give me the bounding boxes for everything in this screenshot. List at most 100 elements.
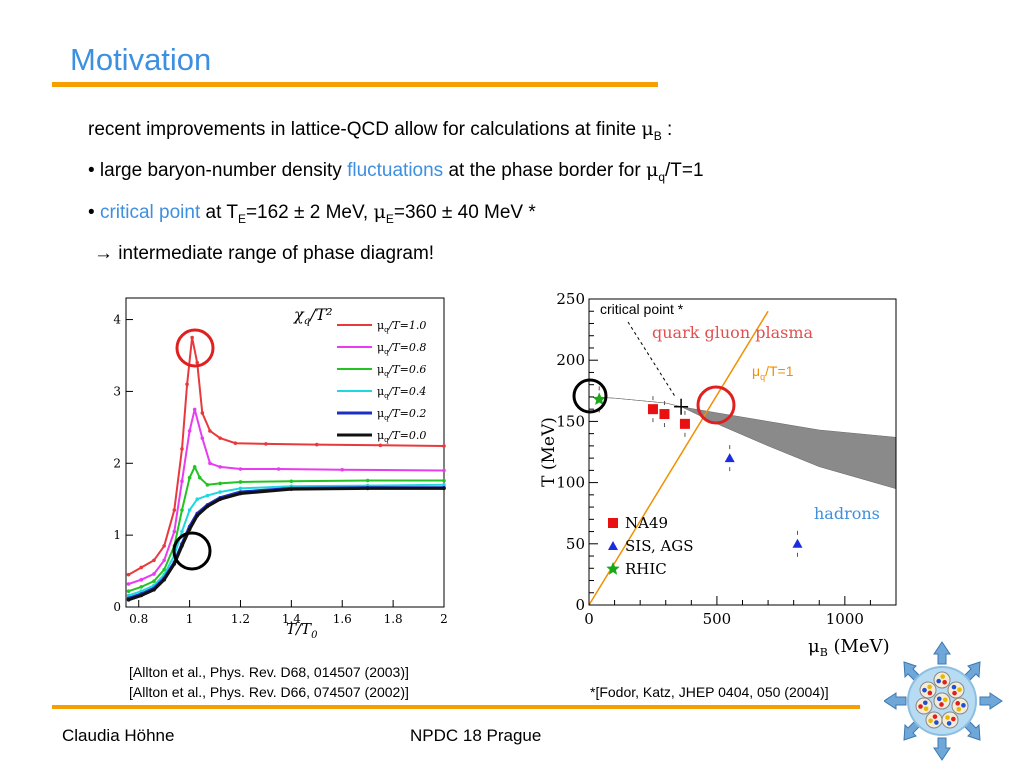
data-point <box>126 582 131 586</box>
y-tick-label: 0 <box>575 596 585 614</box>
data-point <box>442 486 446 491</box>
data-point <box>172 529 177 534</box>
legend-label: μq/T=0.4 <box>377 385 426 400</box>
quark-dot <box>957 687 962 693</box>
y-tick-label: 150 <box>556 412 585 430</box>
data-point <box>185 382 189 387</box>
footer-author: Claudia Höhne <box>62 726 175 745</box>
x-tick-label: 0 <box>584 610 594 628</box>
quark-dot <box>951 684 957 690</box>
y-tick-label: 250 <box>556 290 585 308</box>
data-point <box>592 392 606 405</box>
citation-allton-2002: [Allton et al., Phys. Rev. D66, 074507 (… <box>129 684 409 700</box>
highlight-fluctuations: fluctuations <box>347 160 444 181</box>
x-tick-label: 1 <box>186 612 194 626</box>
mu-symbol: μ <box>641 118 654 140</box>
data-point <box>442 478 446 483</box>
data-point <box>218 465 222 469</box>
x-tick-label: 1.8 <box>384 612 403 626</box>
x-tick-label: 1.6 <box>333 612 352 626</box>
data-point <box>195 513 200 518</box>
series-line <box>128 486 444 602</box>
data-point <box>264 442 268 446</box>
hadrons-region-label: hadrons <box>814 504 880 523</box>
data-point <box>162 577 166 582</box>
quark-dot <box>951 716 956 722</box>
y-tick-label: 200 <box>556 351 585 369</box>
data-point <box>126 598 131 602</box>
data-point <box>218 497 222 502</box>
legend-label: μq/T=0.6 <box>377 363 426 378</box>
data-point <box>187 429 192 433</box>
quark-dot <box>952 690 957 696</box>
mu-symbol: μ <box>373 201 386 223</box>
bullet-critical-point: • critical point at TE=162 ± 2 MeV, μE=3… <box>88 201 536 226</box>
highlight-circle-red <box>696 385 736 425</box>
y-tick-label: 1 <box>113 528 121 542</box>
bullet-text: =360 ± 40 MeV * <box>393 202 536 223</box>
legend-label: RHIC <box>625 560 667 578</box>
highlight-circle-black <box>172 531 212 571</box>
data-point <box>238 480 243 484</box>
data-point <box>139 593 144 598</box>
data-point <box>205 504 210 509</box>
data-point <box>218 490 222 494</box>
data-point <box>724 453 735 463</box>
quark-dot <box>940 674 946 679</box>
citation-allton-2003: [Allton et al., Phys. Rev. D68, 014507 (… <box>129 664 409 680</box>
data-point <box>238 486 243 491</box>
quark-dot <box>934 720 939 725</box>
quark-dot <box>923 700 928 706</box>
nucleus-logo <box>884 641 1003 761</box>
data-point <box>218 436 222 440</box>
quark-dot <box>918 704 923 709</box>
bullet-text: /T=1 <box>665 160 704 181</box>
x-tick-label: 500 <box>703 610 732 628</box>
data-point <box>289 487 294 491</box>
data-point <box>180 479 184 484</box>
mu-subscript: B <box>653 128 662 143</box>
x-tick-label: 1000 <box>826 610 864 628</box>
data-point <box>162 558 166 563</box>
data-point <box>442 483 446 487</box>
x-tick-label: 1.4 <box>282 612 301 626</box>
y-tick-label: 3 <box>113 384 121 398</box>
data-point <box>126 572 131 577</box>
y-axis-label: T (MeV) <box>539 417 559 487</box>
data-point <box>276 467 281 471</box>
bullet-text: =162 ± 2 MeV, <box>245 202 374 223</box>
intro-line: recent improvements in lattice-QCD allow… <box>88 118 672 143</box>
quark-dot <box>946 721 952 726</box>
data-point <box>197 475 202 480</box>
data-point <box>365 478 370 483</box>
quark-dot <box>927 690 933 696</box>
legend-marker <box>608 541 618 550</box>
nucleon-icon <box>941 711 959 729</box>
data-point <box>139 577 144 582</box>
slide-title: Motivation <box>70 42 212 77</box>
quark-dot <box>955 701 961 706</box>
title-underline <box>52 82 658 87</box>
quark-dot <box>961 703 966 708</box>
quark-dot <box>956 706 962 712</box>
data-point <box>126 589 131 593</box>
bullet-fluctuations: • large baryon-number density fluctuatio… <box>88 159 704 184</box>
critical-point-pointer <box>627 321 677 399</box>
quark-dot <box>939 702 944 707</box>
nucleon-icon <box>925 711 943 729</box>
data-point <box>192 465 197 469</box>
subscript: E <box>237 211 246 226</box>
phase-diagram-chart: 0 500 1000 0 50 100 150 200 250 T (MeV) μB (MeV)… <box>528 286 908 666</box>
data-point <box>139 585 144 589</box>
data-point <box>289 479 294 484</box>
data-point <box>205 493 210 498</box>
data-point <box>190 335 194 340</box>
bullet-text: • large baryon-number density <box>88 160 348 181</box>
data-point <box>340 467 345 472</box>
data-point <box>162 567 166 572</box>
bullet-text: • <box>88 202 100 223</box>
y-tick-label: 50 <box>566 535 585 553</box>
data-point <box>200 436 205 440</box>
quark-dot <box>936 678 941 684</box>
legend-marker <box>606 562 620 575</box>
